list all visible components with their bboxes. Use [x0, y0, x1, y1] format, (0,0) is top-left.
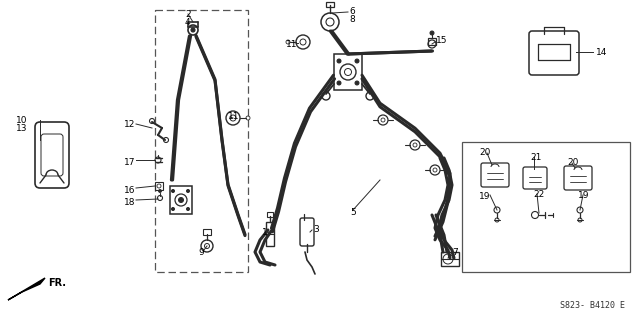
Text: 11: 11 [286, 40, 298, 49]
Text: S823- B4120 E: S823- B4120 E [560, 301, 625, 310]
Circle shape [172, 189, 175, 192]
Text: 12: 12 [124, 120, 136, 129]
Circle shape [430, 31, 434, 35]
Circle shape [337, 59, 341, 63]
Bar [170, 186, 192, 214]
Text: 13: 13 [16, 124, 28, 133]
Text: 15: 15 [436, 36, 447, 45]
Text: 20: 20 [567, 158, 579, 167]
Text: FR.: FR. [48, 278, 66, 288]
Circle shape [337, 81, 341, 85]
Circle shape [159, 189, 161, 192]
Bar [266, 222, 274, 246]
Text: 10: 10 [16, 116, 28, 125]
Bar [441, 252, 459, 266]
Text: 4: 4 [185, 18, 191, 27]
Text: 21: 21 [530, 153, 541, 162]
Circle shape [172, 207, 175, 211]
Circle shape [186, 189, 189, 192]
Bar [155, 182, 163, 190]
Text: 2: 2 [185, 10, 191, 19]
Text: 16: 16 [124, 186, 136, 195]
Bar [155, 10, 248, 272]
Bar [428, 38, 436, 45]
Circle shape [355, 81, 359, 85]
Text: 19: 19 [578, 191, 589, 200]
Text: 22: 22 [533, 190, 544, 199]
Text: 18: 18 [124, 198, 136, 207]
Bar [334, 54, 362, 90]
Bar [326, 2, 334, 7]
Text: 11: 11 [228, 112, 239, 121]
Bar [203, 229, 211, 235]
Circle shape [179, 197, 184, 203]
Text: 20: 20 [479, 148, 490, 157]
Bar [462, 142, 630, 272]
Text: 6: 6 [349, 7, 355, 16]
Bar [267, 212, 273, 217]
Text: 19: 19 [479, 192, 490, 201]
Text: 17: 17 [124, 158, 136, 167]
Text: 8: 8 [349, 15, 355, 24]
Polygon shape [8, 278, 45, 300]
Text: 14: 14 [596, 48, 607, 57]
Text: 7: 7 [452, 248, 458, 257]
Circle shape [186, 207, 189, 211]
Text: 1: 1 [262, 228, 268, 237]
Text: 3: 3 [313, 225, 319, 234]
Text: 5: 5 [350, 208, 356, 217]
Circle shape [355, 59, 359, 63]
Text: 9: 9 [198, 248, 204, 257]
Circle shape [191, 28, 195, 32]
